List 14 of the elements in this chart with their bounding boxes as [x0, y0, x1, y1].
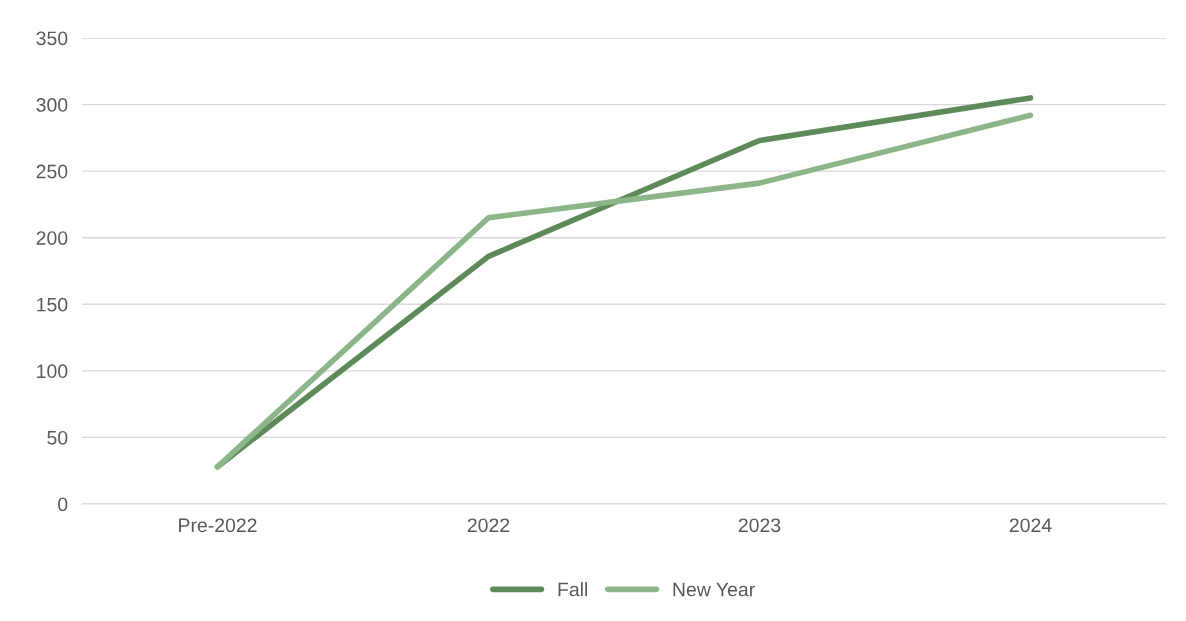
y-tick-label: 150 — [37, 297, 68, 312]
y-tick-label: 350 — [36, 31, 68, 46]
y-tick-label: 250 — [36, 164, 68, 179]
y-tick-label: 200 — [36, 231, 68, 245]
y-tick-label: 0 — [58, 497, 68, 512]
legend-label: New Year — [673, 582, 755, 597]
x-tick-label: 2023 — [738, 518, 781, 533]
x-tick-label: 2022 — [467, 518, 510, 533]
x-tick-label: 2024 — [1009, 518, 1052, 533]
y-tick-label: 100 — [37, 364, 68, 379]
x-tick-label: Pre-2022 — [179, 518, 257, 533]
legend-label: Fall — [558, 582, 588, 597]
y-tick-label: 50 — [47, 430, 68, 445]
y-tick-label: 300 — [36, 98, 68, 112]
